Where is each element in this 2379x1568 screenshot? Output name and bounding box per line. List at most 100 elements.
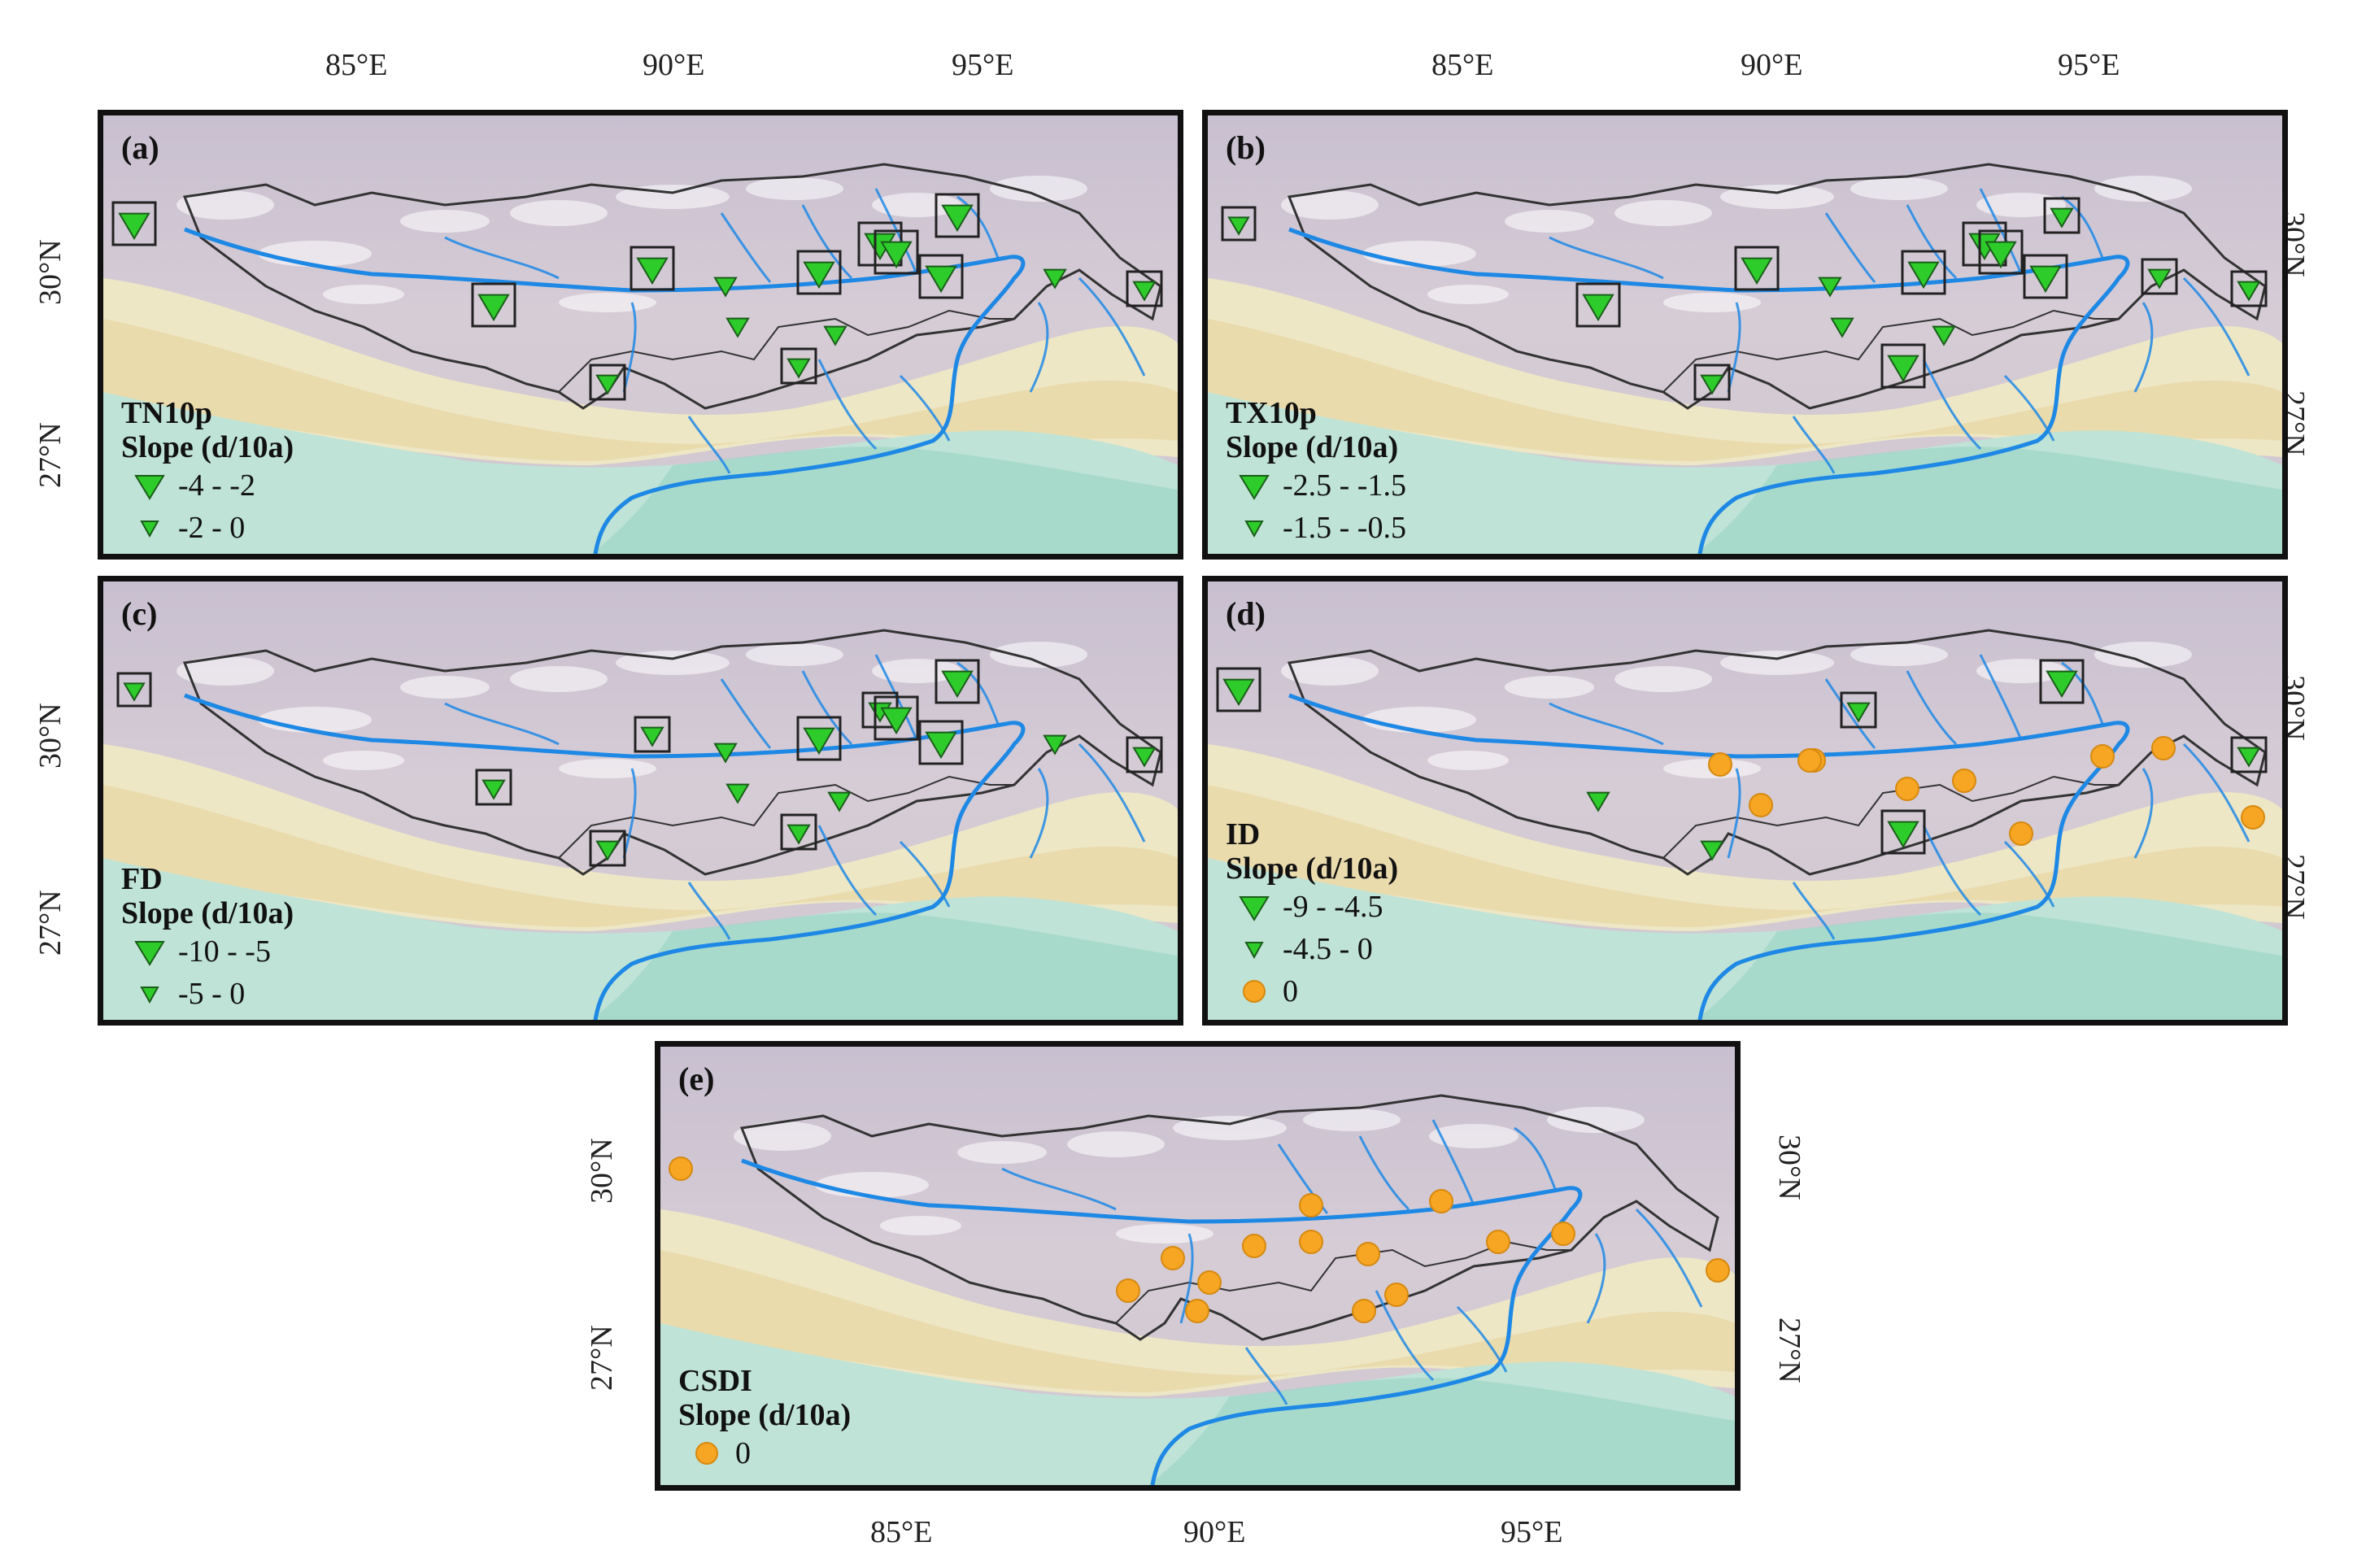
significance-box [780, 813, 817, 851]
station-marker-triangle [823, 325, 847, 346]
station-marker-triangle [2237, 281, 2261, 302]
yarlung-tsangpo-river [184, 227, 1026, 554]
snow-patch [1429, 1124, 1518, 1148]
station-marker-triangle [640, 726, 664, 747]
significance-box [918, 720, 964, 765]
station-marker-circle [1116, 1278, 1140, 1303]
legend: TN10p Slope (d/10a) -4 - -2 -2 - 0 [121, 396, 294, 549]
river-tributary [1979, 654, 2023, 741]
snow-patch [510, 666, 608, 692]
snow-patch [1850, 177, 1948, 200]
station-marker-triangle [1907, 261, 1940, 290]
river-tributary [2182, 277, 2250, 377]
significance-box [1221, 206, 1257, 242]
river-tributary [801, 204, 853, 280]
station-marker-triangle [803, 261, 835, 290]
river-tributary [1792, 882, 1836, 940]
snow-patch [1505, 676, 1594, 699]
basin-outline [1287, 629, 2267, 876]
station-marker-circle [1895, 777, 1919, 801]
snow-patch [1281, 190, 1379, 220]
lon-tick-95-top: 95°E [2058, 48, 2120, 82]
river-tributary [1792, 416, 1836, 474]
station-marker-triangle [925, 731, 957, 760]
lon-tick-90-top: 90°E [643, 48, 705, 82]
significance-box [2230, 736, 2268, 773]
significance-box [634, 716, 671, 753]
significance-box [1126, 736, 1163, 773]
station-marker-circle [2090, 744, 2115, 769]
station-marker-triangle [595, 840, 620, 861]
panel-label: (c) [121, 595, 158, 632]
snow-patch [1427, 285, 1509, 304]
lat-tick-27-left-c: 27°N [33, 890, 68, 956]
yarlung-tsangpo-river [1288, 227, 2130, 554]
station-marker-circle [669, 1156, 693, 1181]
significance-box [475, 769, 512, 806]
map-canvas [103, 115, 1178, 554]
station-marker-triangle [786, 358, 811, 379]
legend-index-name: ID [1226, 817, 1261, 852]
river-tributary [2061, 661, 2104, 725]
legend-item: -5 - 0 [121, 973, 294, 1015]
down-triangle-large-icon [1226, 469, 1283, 502]
brahmaputra-plain [591, 912, 1178, 1020]
snow-patch [1427, 751, 1509, 770]
panel-label: (d) [1226, 595, 1266, 632]
station-marker-triangle [713, 743, 738, 764]
river-tributary [1586, 1233, 1606, 1324]
lon-tick-95-bottom: 95°E [1501, 1515, 1563, 1549]
legend-item-label: 0 [735, 1436, 751, 1470]
station-marker-triangle [1700, 374, 1724, 395]
station-marker-triangle [1586, 791, 1610, 812]
river-tributary [1514, 1126, 1557, 1190]
snow-patch [1362, 241, 1476, 267]
brahmaputra-plain [1696, 912, 2282, 1020]
station-marker-triangle [786, 824, 811, 845]
significance-box [2039, 659, 2085, 704]
station-marker-circle [2009, 821, 2033, 846]
river-tributary [1431, 1119, 1475, 1206]
down-triangle-small-icon [121, 978, 178, 1010]
river-tributary [1906, 670, 1958, 746]
river-tributary [1549, 236, 1664, 280]
legend-item-label: -4.5 - 0 [1283, 932, 1373, 966]
legend-slope-label: Slope (d/10a) [678, 1398, 852, 1432]
snow-patch [1663, 293, 1761, 312]
station-marker-circle [1797, 748, 1822, 773]
snow-patch [323, 751, 404, 770]
river-tributary [956, 661, 1000, 725]
legend-item-label: -9 - -4.5 [1283, 890, 1383, 924]
snow-patch [734, 1122, 831, 1151]
map-canvas [660, 1047, 1735, 1485]
station-marker-triangle [1582, 294, 1614, 322]
river-tributary [1922, 825, 1982, 917]
legend-item: -2 - 0 [121, 507, 294, 549]
river-tributary [2003, 374, 2055, 442]
river-tributary [1456, 1305, 1508, 1373]
station-marker-triangle [1846, 702, 1871, 723]
station-marker-circle [1708, 752, 1732, 777]
legend: ID Slope (d/10a) -9 - -4.5 -4.5 - 0 0 [1226, 817, 1398, 1013]
station-marker-circle [1197, 1270, 1222, 1295]
river-tributary [956, 195, 1000, 259]
hills [1208, 319, 2282, 461]
station-marker-triangle [123, 682, 146, 702]
station-marker-triangle [636, 257, 669, 285]
river-tributary [1001, 1167, 1117, 1211]
significance-box [1216, 667, 1261, 712]
river-tributary [1824, 212, 1876, 283]
river-tributary [1029, 768, 1049, 859]
river-tributary [801, 670, 853, 746]
legend-item: -4.5 - 0 [1226, 928, 1398, 970]
station-marker-circle [1551, 1222, 1575, 1246]
yarlung-tsangpo-river [1288, 693, 2130, 1020]
brahmaputra-plain [1148, 1378, 1735, 1485]
legend-slope-label: Slope (d/10a) [121, 896, 294, 930]
station-marker-circle [1429, 1189, 1453, 1213]
station-marker-triangle [2147, 268, 2172, 290]
significance-box [1575, 282, 1621, 328]
river-tributary [1824, 678, 1876, 749]
significance-box [874, 695, 919, 741]
lon-tick-90-top: 90°E [1741, 48, 1803, 82]
